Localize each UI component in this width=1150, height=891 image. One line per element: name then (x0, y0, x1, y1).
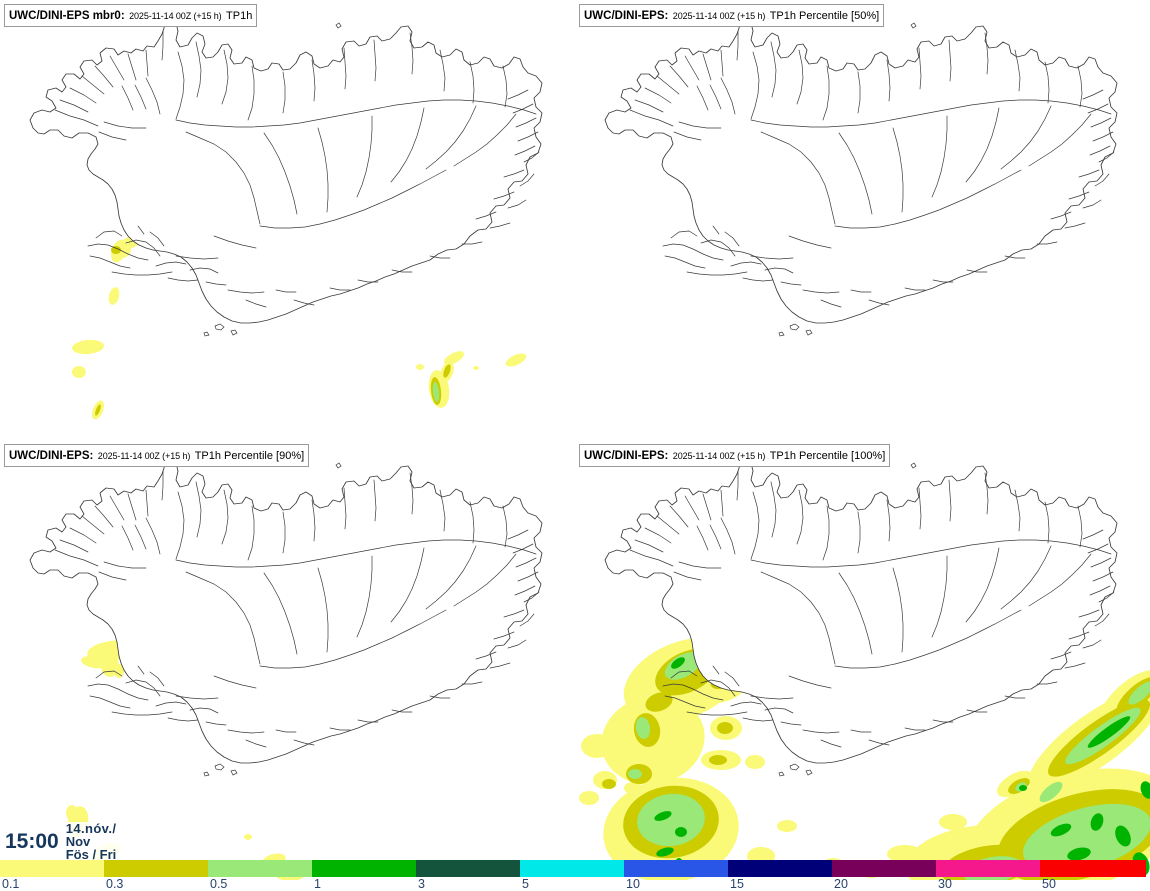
colorbar-tick-50: 50 (1042, 877, 1056, 891)
panel-variable-label: TP1h Percentile [50%] (769, 10, 880, 22)
panel-run-label: 2025-11-14 00Z (+15 h) (672, 11, 766, 21)
forecast-panel-p90[interactable]: UWC/DINI-EPS: 2025-11-14 00Z (+15 h) TP1… (0, 440, 575, 880)
colorbar-band-30[interactable] (936, 860, 1040, 877)
colorbar-band-3[interactable] (416, 860, 520, 877)
colorbar-tick-3: 3 (418, 877, 425, 891)
valid-date-column: 14.nóv./ Nov Fös / Fri (65, 822, 117, 860)
colorbar-tick-labels: 0.1 0.3 0.5 1 3 5 10 15 20 30 50 (0, 877, 1150, 891)
panel-title-separator: : (89, 450, 94, 462)
colorbar-tick-5: 5 (522, 877, 529, 891)
colorbar-band-5[interactable] (520, 860, 624, 877)
panel-run-label: 2025-11-14 00Z (+15 h) (129, 11, 222, 21)
map-canvas-p3 (29, 459, 543, 880)
valid-time-clock: 15:00 (5, 829, 59, 853)
map-canvas-p2 (604, 19, 1118, 337)
colorbar-band-1[interactable] (312, 860, 416, 877)
panel-run-label: 2025-11-14 00Z (+15 h) (672, 451, 766, 461)
colorbar-tick-1: 1 (314, 877, 321, 891)
valid-date-is: 14.nóv./ (65, 822, 117, 836)
valid-date-en: Nov (65, 833, 91, 849)
panel-title-p2: UWC/DINI-EPS: 2025-11-14 00Z (+15 h) TP1… (579, 4, 885, 27)
panel-model-label: UWC/DINI-EPS (9, 450, 90, 462)
colorbar-tick-10: 10 (626, 877, 640, 891)
colorbar-bands[interactable] (0, 860, 1150, 877)
forecast-panel-p50[interactable]: UWC/DINI-EPS: 2025-11-14 00Z (+15 h) TP1… (575, 0, 1150, 440)
panel-title-separator: : (120, 10, 125, 22)
colorbar-legend[interactable]: 0.1 0.3 0.5 1 3 5 10 15 20 30 50 (0, 860, 1150, 891)
colorbar-band-15[interactable] (728, 860, 832, 877)
panel-title-p4: UWC/DINI-EPS: 2025-11-14 00Z (+15 h) TP1… (579, 444, 891, 467)
colorbar-tick-20: 20 (834, 877, 848, 891)
colorbar-tick-0.5: 0.5 (210, 877, 228, 891)
panel-model-label: UWC/DINI-EPS mbr0 (9, 10, 121, 22)
valid-weekday: Fös / Fri (65, 847, 117, 860)
colorbar-tick-15: 15 (730, 877, 744, 891)
panel-run-label: 2025-11-14 00Z (+15 h) (97, 451, 191, 461)
panel-title-p1: UWC/DINI-EPS mbr0: 2025-11-14 00Z (+15 h… (4, 4, 258, 27)
forecast-panel-p100[interactable]: UWC/DINI-EPS: 2025-11-14 00Z (+15 h) TP1… (575, 440, 1150, 880)
colorbar-band-10[interactable] (624, 860, 728, 877)
colorbar-band-0.5[interactable] (208, 860, 312, 877)
colorbar-band-0.1[interactable] (0, 860, 104, 877)
panel-title-p3: UWC/DINI-EPS: 2025-11-14 00Z (+15 h) TP1… (4, 444, 310, 467)
colorbar-band-50[interactable] (1040, 860, 1146, 877)
panel-title-separator: : (664, 450, 669, 462)
valid-time-box: 15:00 14.nóv./ Nov Fös / Fri (0, 822, 143, 860)
map-canvas-p4 (579, 459, 1150, 880)
map-canvas-p1 (29, 19, 543, 420)
forecast-panel-mbr0[interactable]: UWC/DINI-EPS mbr0: 2025-11-14 00Z (+15 h… (0, 0, 575, 440)
panel-model-label: UWC/DINI-EPS (584, 450, 665, 462)
panel-model-label: UWC/DINI-EPS (584, 10, 665, 22)
panel-variable-label: TP1h Percentile [90%] (194, 450, 305, 462)
colorbar-band-20[interactable] (832, 860, 936, 877)
colorbar-band-0.3[interactable] (104, 860, 208, 877)
colorbar-tick-0.1: 0.1 (2, 877, 20, 891)
colorbar-tick-0.3: 0.3 (106, 877, 124, 891)
panel-variable-label: TP1h (226, 10, 253, 22)
precip-layer-p1 (72, 171, 527, 420)
panel-title-separator: : (664, 10, 669, 22)
panel-variable-label: TP1h Percentile [100%] (769, 450, 886, 462)
colorbar-tick-30: 30 (938, 877, 952, 891)
